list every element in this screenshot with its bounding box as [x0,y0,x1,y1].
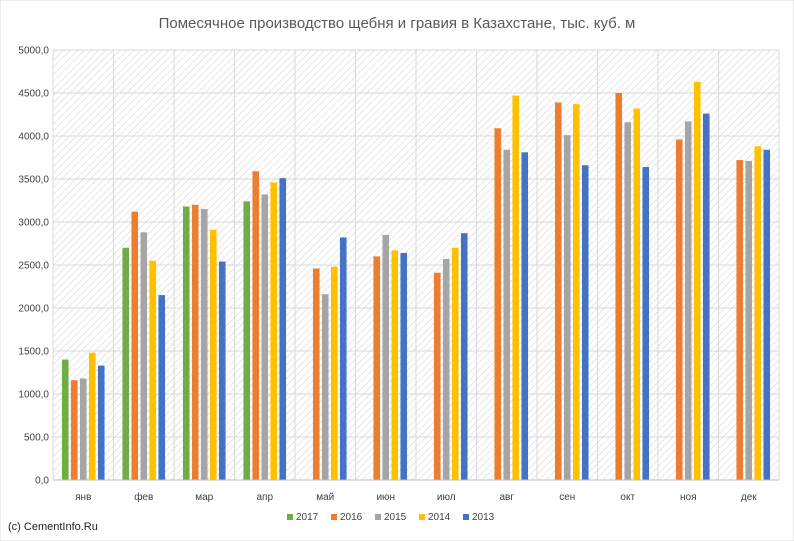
legend-label-2015: 2015 [384,512,407,523]
bar-2014-авг [512,95,520,480]
y-tick-label: 3500,0 [18,175,49,186]
credit-text: (c) CementInfo.Ru [8,521,98,533]
y-tick-label: 1500,0 [18,347,49,358]
y-tick-label: 3000,0 [18,218,49,229]
bar-2015-май [321,294,329,480]
y-tick-label: 2000,0 [18,304,49,315]
bar-2016-окт [615,93,623,480]
y-tick-label: 1000,0 [18,390,49,401]
bar-2016-апр [252,171,260,480]
bar-2016-сен [554,102,562,481]
y-tick-label: 0,0 [35,476,49,487]
bar-2013-мар [218,261,226,480]
x-tick-label: июл [437,492,456,503]
bar-2016-июл [433,272,441,480]
bar-2013-окт [642,166,650,480]
x-tick-label: авг [499,492,514,503]
x-tick-label: апр [256,492,273,503]
x-tick-label: янв [75,492,91,503]
y-tick-label: 4500,0 [18,89,49,100]
bar-2014-апр [270,182,278,480]
y-tick-label: 4000,0 [18,132,49,143]
bar-2014-окт [633,108,641,480]
bar-2015-сен [563,135,571,480]
bar-2015-авг [503,149,511,480]
bar-2017-фев [122,247,130,480]
bar-2013-апр [279,178,287,480]
legend-swatch-2016 [331,514,337,520]
bar-2017-янв [61,359,69,480]
bar-2013-ноя [702,113,710,480]
bar-2013-фев [158,295,166,480]
chart-title: Помесячное производство щебня и гравия в… [159,15,636,32]
x-tick-label: июн [376,492,395,503]
bar-2015-апр [261,194,269,481]
bar-2015-дек [745,160,753,480]
legend-label-2014: 2014 [428,512,451,523]
legend-swatch-2015 [375,514,381,520]
bars [61,81,771,481]
bar-2013-июл [460,233,468,480]
legend-label-2017: 2017 [296,512,319,523]
x-tick-label: сен [559,492,575,503]
y-tick-label: 2500,0 [18,261,49,272]
legend-swatch-2017 [287,514,293,520]
bar-2013-июн [400,252,408,480]
gridlines [52,49,780,481]
x-tick-label: фев [134,491,153,503]
legend-label-2013: 2013 [472,512,495,523]
bar-2015-ноя [684,121,692,480]
y-tick-label: 5000,0 [18,46,49,57]
bar-2016-май [312,268,320,480]
bar-2014-янв [88,352,96,480]
bar-2017-апр [243,201,251,481]
bar-2014-мар [209,229,217,480]
bar-2015-июн [382,234,390,480]
bar-2013-сен [581,165,589,481]
x-tick-label: ноя [680,492,697,503]
bar-2014-ноя [693,81,701,480]
bar-2016-фев [131,211,139,480]
bar-2016-ноя [675,139,683,480]
bar-2016-дек [736,160,744,480]
bar-2016-янв [70,380,78,480]
bar-2014-июн [391,250,399,480]
bar-2013-дек [763,149,771,480]
bar-2015-окт [624,122,632,481]
bar-2013-янв [97,365,105,480]
bar-2013-май [339,237,347,480]
x-tick-label: окт [620,492,635,503]
x-axis: янв фев мар апр май июн июл авг сен окт ноя дек [53,479,779,503]
bar-2016-июн [373,256,381,480]
legend: 2017 2016 2015 2014 2013 [287,512,495,523]
x-tick-label: дек [741,492,757,503]
x-tick-label: май [316,492,334,503]
bar-2014-сен [572,104,580,481]
legend-swatch-2013 [463,514,469,520]
bar-2015-фев [140,232,148,480]
bar-2014-фев [149,260,157,480]
bar-2015-мар [200,209,208,480]
bar-2017-мар [182,206,190,480]
y-tick-label: 500,0 [24,433,49,444]
bar-2014-июл [451,247,459,480]
bar-2016-мар [191,204,199,481]
bar-2015-янв [79,378,87,480]
legend-label-2016: 2016 [340,512,363,523]
y-axis: 0,0 500,0 1000,0 1500,0 2000,0 2500,0 3000,0 35… [18,46,49,487]
bar-2013-авг [521,152,529,480]
x-tick-label: мар [195,492,213,503]
bar-2015-июл [442,258,450,480]
bar-2014-май [330,266,338,480]
bar-2016-авг [494,128,502,480]
bar-2014-дек [754,146,762,480]
legend-swatch-2014 [419,514,425,520]
